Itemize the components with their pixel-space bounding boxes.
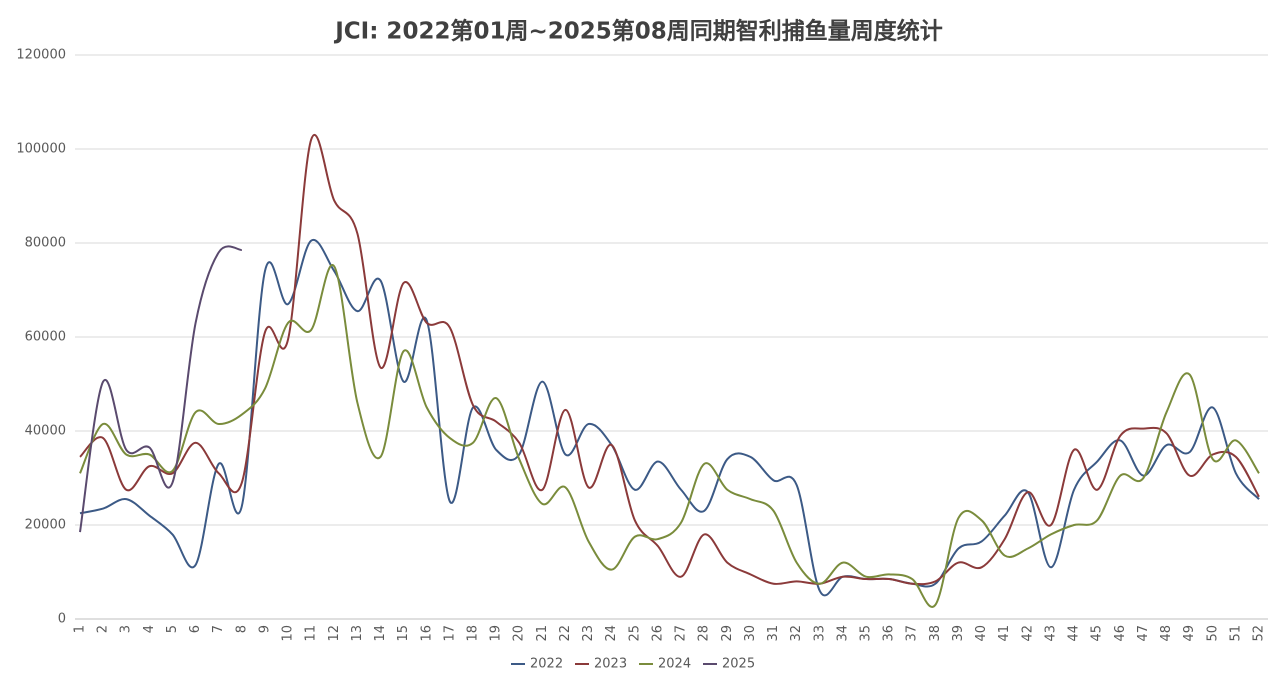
x-tick-label: 19	[489, 625, 504, 642]
x-tick-label: 2	[96, 625, 111, 633]
x-tick-label: 42	[1020, 625, 1035, 642]
x-tick-label: 35	[859, 625, 874, 642]
x-tick-label: 33	[812, 625, 827, 642]
x-tick-label: 30	[743, 625, 758, 642]
x-tick-label: 8	[234, 625, 249, 633]
x-tick-label: 16	[419, 625, 434, 642]
x-tick-label: 7	[211, 625, 226, 633]
x-tick-label: 22	[558, 625, 573, 642]
y-tick-label: 60000	[25, 330, 66, 345]
x-tick-label: 1	[73, 625, 88, 633]
legend-label: 2022	[530, 657, 563, 672]
x-tick-label: 10	[281, 625, 296, 642]
series-line	[79, 264, 1260, 608]
x-tick-label: 29	[720, 625, 735, 642]
x-tick-label: 34	[835, 625, 850, 642]
x-tick-label: 37	[905, 625, 920, 642]
y-tick-label: 40000	[25, 424, 66, 439]
x-tick-label: 13	[350, 625, 365, 642]
x-tick-label: 12	[327, 625, 342, 642]
y-tick-label: 120000	[16, 48, 66, 63]
x-tick-label: 14	[373, 625, 388, 642]
x-tick-label: 5	[165, 625, 180, 633]
x-tick-label: 45	[1090, 625, 1105, 642]
x-tick-label: 43	[1043, 625, 1058, 642]
legend-label: 2025	[722, 657, 755, 672]
series-line	[79, 245, 242, 533]
y-tick-label: 100000	[16, 142, 66, 157]
x-tick-label: 26	[650, 625, 665, 642]
x-tick-label: 40	[974, 625, 989, 642]
x-tick-label: 28	[697, 625, 712, 642]
x-tick-label: 51	[1228, 625, 1243, 642]
x-tick-label: 47	[1136, 625, 1151, 642]
x-tick-label: 3	[119, 625, 134, 633]
x-tick-label: 21	[535, 625, 550, 642]
x-tick-label: 41	[997, 625, 1012, 642]
x-tick-label: 32	[789, 625, 804, 642]
x-tick-label: 4	[142, 625, 157, 633]
x-tick-label: 17	[442, 625, 457, 642]
y-tick-label: 20000	[25, 518, 66, 533]
y-tick-label: 0	[58, 612, 66, 627]
x-tick-label: 46	[1113, 625, 1128, 642]
x-tick-label: 25	[627, 625, 642, 642]
x-tick-label: 6	[188, 625, 203, 633]
x-tick-label: 18	[466, 625, 481, 642]
x-tick-label: 27	[674, 625, 689, 642]
x-tick-label: 36	[882, 625, 897, 642]
x-tick-label: 9	[257, 625, 272, 633]
x-tick-label: 50	[1205, 625, 1220, 642]
y-tick-label: 80000	[25, 236, 66, 251]
x-tick-label: 52	[1252, 625, 1267, 642]
x-tick-label: 38	[928, 625, 943, 642]
x-tick-label: 11	[304, 625, 319, 642]
x-tick-label: 20	[512, 625, 527, 642]
series-line	[79, 238, 1260, 597]
chart-title: JCI: 2022第01周~2025第08周同期智利捕鱼量周度统计	[333, 18, 943, 45]
x-tick-label: 15	[396, 625, 411, 642]
legend-label: 2024	[658, 657, 691, 672]
x-tick-label: 24	[604, 625, 619, 642]
x-tick-label: 48	[1159, 625, 1174, 642]
series-line	[79, 134, 1260, 586]
x-tick-label: 49	[1182, 625, 1197, 642]
legend-label: 2023	[594, 657, 627, 672]
x-tick-label: 31	[766, 625, 781, 642]
x-tick-label: 39	[951, 625, 966, 642]
x-tick-label: 44	[1067, 625, 1082, 642]
x-tick-label: 23	[581, 625, 596, 642]
